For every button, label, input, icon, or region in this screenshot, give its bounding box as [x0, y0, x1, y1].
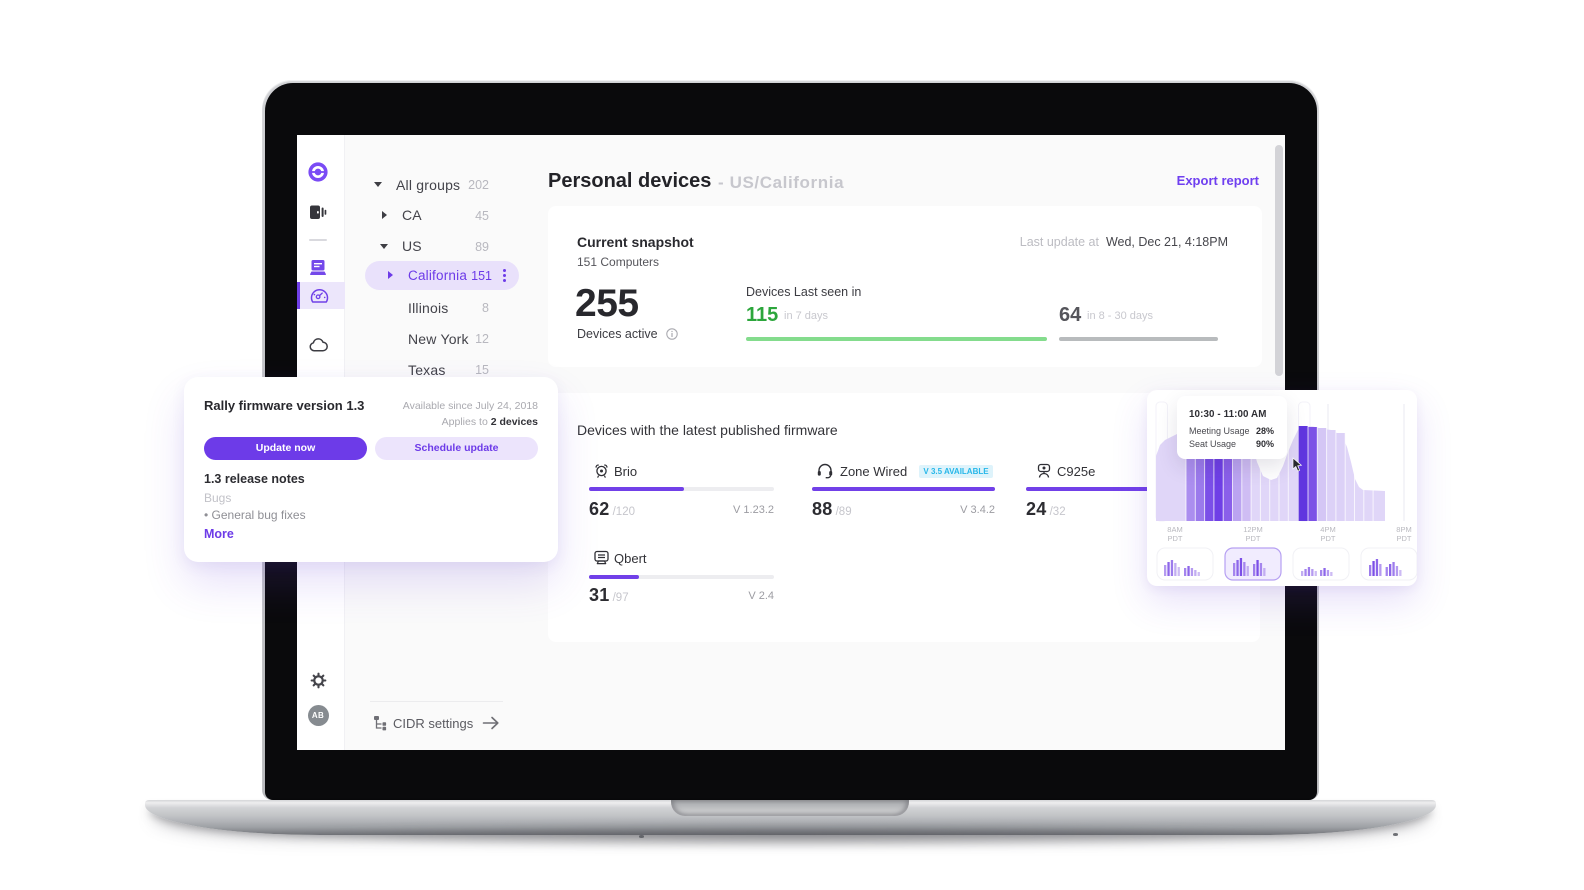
- svg-text:PDT: PDT: [1168, 534, 1183, 543]
- svg-text:PDT: PDT: [1397, 534, 1412, 543]
- svg-text:8AM: 8AM: [1167, 525, 1182, 534]
- svg-text:PDT: PDT: [1321, 534, 1336, 543]
- svg-text:12PM: 12PM: [1243, 525, 1263, 534]
- svg-text:8PM: 8PM: [1396, 525, 1411, 534]
- svg-text:4PM: 4PM: [1320, 525, 1335, 534]
- svg-text:PDT: PDT: [1246, 534, 1261, 543]
